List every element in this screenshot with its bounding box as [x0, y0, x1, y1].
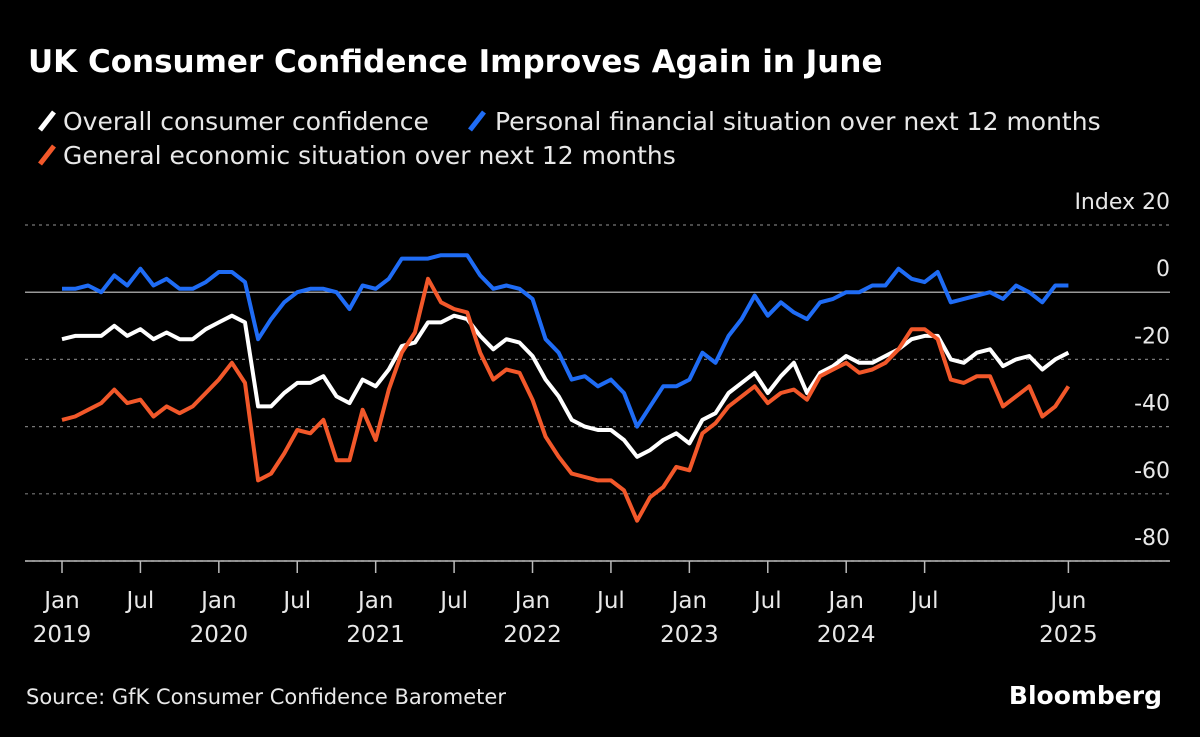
x-tick-label: Jun	[1048, 588, 1086, 614]
legend-label: General economic situation over next 12 …	[63, 141, 676, 170]
series-line	[62, 253, 1069, 429]
y-tick-label: -80	[1134, 526, 1170, 551]
x-tick-label: Jan	[356, 588, 393, 614]
x-tick-year: 2024	[817, 622, 876, 648]
x-tick-label: Jan	[670, 588, 707, 614]
x-tick-label: Jul	[909, 588, 939, 614]
y-tick-label: Index 20	[1074, 190, 1170, 215]
x-tick-year: 2025	[1039, 622, 1098, 648]
x-tick-year: 2023	[660, 622, 719, 648]
x-tick-year: 2021	[346, 622, 405, 648]
y-tick-label: -60	[1134, 459, 1170, 484]
x-tick-year: 2020	[190, 622, 249, 648]
series-line	[61, 276, 1071, 523]
x-tick-label: Jul	[595, 588, 625, 614]
source: Source: GfK Consumer Confidence Baromete…	[26, 685, 506, 709]
legend-label: Personal financial situation over next 1…	[495, 107, 1101, 136]
x-tick-year: 2022	[503, 622, 562, 648]
branding: Bloomberg	[1009, 681, 1162, 710]
y-tick-label: -40	[1134, 392, 1170, 417]
x-tick-label: Jan	[513, 588, 550, 614]
x-tick-label: Jan	[199, 588, 236, 614]
x-tick-label: Jul	[125, 588, 155, 614]
x-tick-label: Jul	[752, 588, 782, 614]
x-tick-label: Jan	[42, 588, 79, 614]
y-tick-label: 0	[1156, 257, 1170, 282]
x-tick-label: Jul	[281, 588, 311, 614]
x-tick-label: Jul	[438, 588, 468, 614]
legend-swatch	[468, 110, 486, 132]
chart-title: UK Consumer Confidence Improves Again in…	[28, 44, 882, 80]
legend-swatch	[38, 144, 56, 166]
legend-swatch	[38, 110, 56, 132]
x-tick-label: Jan	[826, 588, 863, 614]
x-tick-year: 2019	[33, 622, 92, 648]
y-tick-label: -20	[1134, 324, 1170, 349]
legend-label: Overall consumer confidence	[63, 107, 429, 136]
